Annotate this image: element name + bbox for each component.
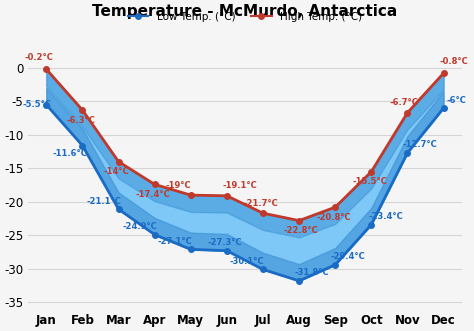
- Low Temp. (°C): [80, 144, 85, 148]
- Text: -19°C: -19°C: [165, 181, 191, 190]
- Text: -6°C: -6°C: [446, 96, 466, 105]
- Text: -27.3°C: -27.3°C: [208, 238, 242, 247]
- High Temp. (°C): [152, 182, 157, 186]
- Low Temp. (°C): [441, 106, 447, 110]
- Text: -23.4°C: -23.4°C: [368, 212, 403, 221]
- Text: -19.1°C: -19.1°C: [222, 181, 257, 190]
- Text: -5.5°C: -5.5°C: [23, 100, 52, 109]
- High Temp. (°C): [44, 67, 49, 71]
- High Temp. (°C): [332, 205, 338, 209]
- High Temp. (°C): [368, 170, 374, 174]
- Text: -29.4°C: -29.4°C: [330, 252, 365, 261]
- Text: -21.7°C: -21.7°C: [244, 199, 279, 208]
- High Temp. (°C): [116, 160, 121, 164]
- Low Temp. (°C): [405, 151, 410, 155]
- Low Temp. (°C): [224, 249, 230, 253]
- Text: -24.9°C: -24.9°C: [123, 222, 157, 231]
- Low Temp. (°C): [260, 267, 266, 271]
- High Temp. (°C): [188, 193, 193, 197]
- High Temp. (°C): [80, 108, 85, 112]
- Text: -12.7°C: -12.7°C: [403, 140, 438, 149]
- Low Temp. (°C): [368, 223, 374, 227]
- Low Temp. (°C): [152, 233, 157, 237]
- Text: -22.8°C: -22.8°C: [283, 226, 318, 235]
- Low Temp. (°C): [44, 103, 49, 107]
- Text: -31.8°C: -31.8°C: [294, 268, 329, 277]
- High Temp. (°C): [441, 71, 447, 75]
- Low Temp. (°C): [332, 263, 338, 267]
- Text: -11.6°C: -11.6°C: [52, 149, 87, 158]
- Text: -15.5°C: -15.5°C: [352, 177, 387, 186]
- Title: Temperature - McMurdo, Antarctica: Temperature - McMurdo, Antarctica: [92, 4, 398, 19]
- Line: High Temp. (°C): High Temp. (°C): [44, 67, 447, 223]
- High Temp. (°C): [224, 194, 230, 198]
- Low Temp. (°C): [296, 279, 302, 283]
- Low Temp. (°C): [188, 247, 193, 251]
- Text: -27.1°C: -27.1°C: [157, 237, 192, 246]
- Line: Low Temp. (°C): Low Temp. (°C): [44, 102, 447, 284]
- Text: -20.8°C: -20.8°C: [316, 213, 351, 222]
- Text: -17.4°C: -17.4°C: [136, 190, 170, 199]
- High Temp. (°C): [260, 211, 266, 215]
- Legend: Low Temp. (°C), High Temp. (°C): Low Temp. (°C), High Temp. (°C): [123, 8, 366, 26]
- Text: -14°C: -14°C: [104, 167, 129, 176]
- Text: -6.7°C: -6.7°C: [389, 98, 418, 107]
- Text: -21.1°C: -21.1°C: [87, 197, 121, 206]
- Low Temp. (°C): [116, 207, 121, 211]
- Text: -6.3°C: -6.3°C: [66, 116, 95, 124]
- Text: -0.2°C: -0.2°C: [25, 53, 54, 62]
- High Temp. (°C): [405, 111, 410, 115]
- High Temp. (°C): [296, 218, 302, 222]
- Text: -0.8°C: -0.8°C: [440, 57, 469, 66]
- Text: -30.1°C: -30.1°C: [229, 257, 264, 266]
